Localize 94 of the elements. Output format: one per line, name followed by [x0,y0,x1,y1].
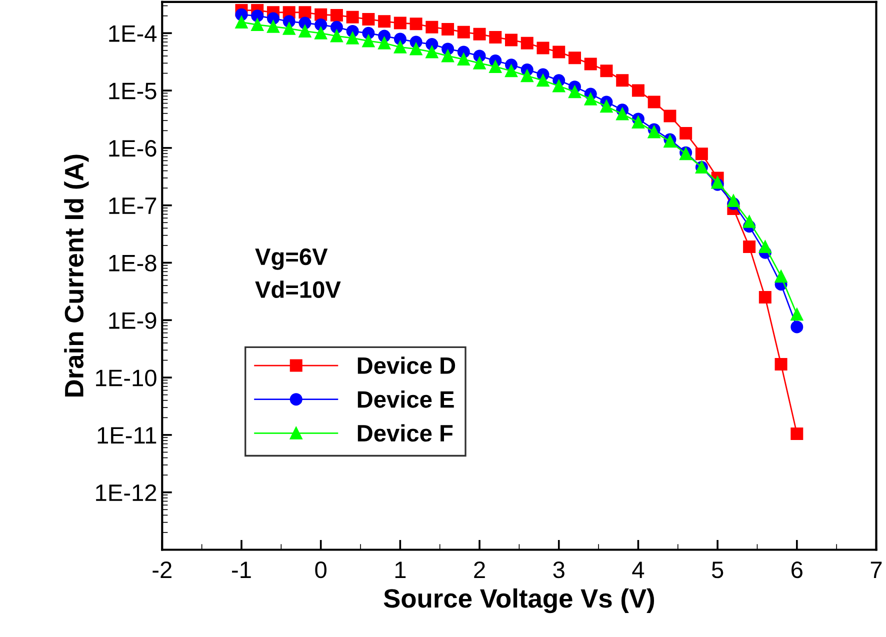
point [362,12,375,26]
annotation: Vg=6V [255,248,328,270]
x-tick-label: 2 [474,561,485,578]
x-tick-label: 0 [315,561,326,578]
x-tick-label: 5 [712,562,724,578]
y-tick-label: 1E-5 [109,82,156,100]
point [235,16,248,28]
point [632,84,644,97]
point [743,240,756,253]
x-axis-title: Source Voltage Vs (V) [384,588,654,614]
point [648,126,660,138]
x-tick-label: 3 [553,561,564,578]
point [473,28,486,40]
x-tick-label: 6 [792,561,802,578]
point [282,22,296,35]
point [266,20,280,33]
point [442,50,454,62]
point [505,64,518,78]
point [790,427,804,440]
point [426,46,438,58]
point [758,240,772,253]
point [600,64,613,78]
point [266,12,280,25]
y-tick-label: 1E-10 [96,370,156,386]
point [314,18,328,32]
x-tick-label: -2 [152,561,172,578]
point [442,22,454,36]
point [584,58,597,70]
y-tick-label: 1E-4 [109,25,157,42]
point [489,30,502,44]
x-tick-label: 7 [870,562,882,578]
point [552,80,566,92]
point [251,10,264,22]
point [394,16,406,30]
point [394,40,406,54]
point [520,36,534,50]
y-tick-label: 1E-9 [109,312,156,329]
point [680,127,692,140]
point [552,46,566,58]
point [251,18,264,32]
point [743,215,756,228]
point [616,108,629,120]
point [346,32,359,44]
point [695,148,708,160]
point [330,30,343,42]
legend-label: Device D [358,356,456,374]
point [664,110,676,122]
point [758,291,772,304]
y-tick-label: 1E-7 [109,198,156,214]
point [520,70,534,82]
point [505,34,518,46]
annotation: Vd=10V [255,280,341,298]
point [648,96,660,108]
point [600,100,613,113]
y-tick-label: 1E-8 [109,254,156,272]
point [616,74,629,87]
point [568,86,581,98]
point [727,194,740,208]
point [378,36,391,50]
point [298,6,312,19]
point [489,60,502,73]
point [457,26,470,38]
point [632,116,644,129]
point [394,32,406,46]
point [473,56,486,70]
point [774,358,788,371]
point [457,53,470,66]
point [536,74,550,87]
legend-label: Device E [358,390,454,408]
point [314,8,328,21]
x-tick-label: -1 [232,562,251,578]
point [410,42,422,56]
point [378,15,391,28]
x-tick-label: 1 [395,562,406,578]
y-tick-label: 1E-11 [98,427,156,444]
point [314,26,328,40]
y-tick-label: 1E-12 [96,484,156,501]
point [330,20,343,34]
point [568,52,581,64]
point [346,10,359,24]
point [330,8,343,22]
point [790,320,804,334]
point [536,42,550,54]
point [410,18,422,30]
point [584,92,597,106]
point [298,24,312,38]
y-axis-title: Drain Current Id (A) [64,154,89,396]
x-tick-label: 4 [632,562,644,578]
point [362,34,375,48]
y-tick-label: 1E-6 [109,140,156,157]
legend-label: Device F [358,424,453,442]
point [790,308,804,321]
point [774,270,788,283]
point [426,20,438,34]
